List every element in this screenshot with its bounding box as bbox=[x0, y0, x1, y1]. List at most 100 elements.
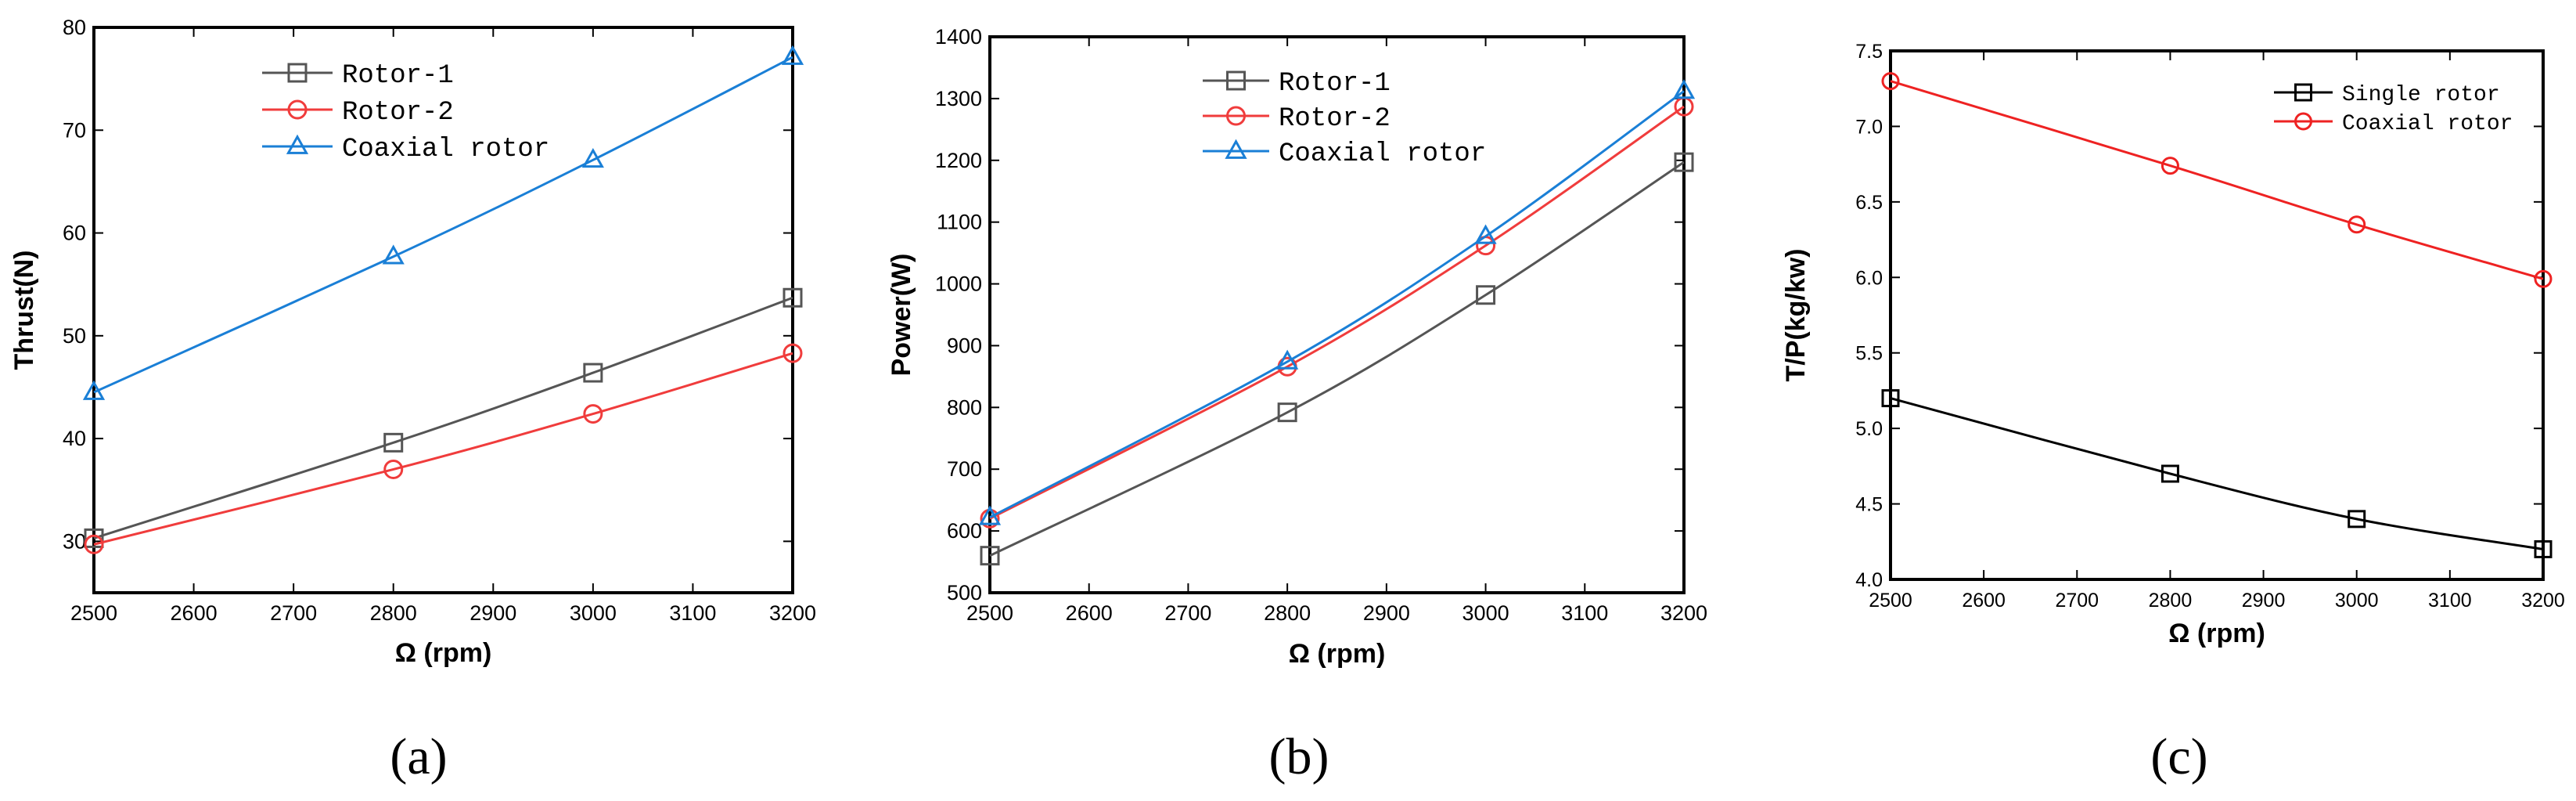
chart-c-data-point bbox=[2534, 269, 2553, 288]
chart-b-data-point bbox=[1672, 79, 1696, 99]
chart-c-series-line bbox=[1890, 80, 2544, 280]
chart-a-ytick-label: 60 bbox=[63, 222, 86, 245]
chart-b-series-2 bbox=[978, 79, 1696, 525]
chart-c-ytick-label: 5.5 bbox=[1855, 343, 1883, 365]
chart-c-data-point bbox=[2160, 464, 2179, 483]
chart-a: 2500 2600 2700 2800 2900 3000 3100 3200 30 40 50 60… bbox=[9, 16, 816, 785]
chart-a-series-line bbox=[93, 296, 793, 539]
chart-b-ytick-label: 500 bbox=[947, 581, 982, 604]
chart-c-caption: (c) bbox=[2150, 728, 2207, 785]
chart-c-ytick-label: 6.0 bbox=[1855, 267, 1883, 289]
chart-a-ytick-label: 30 bbox=[63, 529, 86, 553]
chart-b-ytick-label: 1000 bbox=[935, 272, 982, 296]
chart-b-legend-marker bbox=[1226, 70, 1246, 91]
chart-b-series-line bbox=[989, 90, 1685, 519]
chart-b-xtick-label: 3200 bbox=[1660, 601, 1707, 625]
chart-c-xtick-label: 3000 bbox=[2335, 590, 2379, 612]
chart-a-xtick-label: 2700 bbox=[270, 601, 317, 625]
chart-c-data-point bbox=[2534, 539, 2553, 558]
chart-a-legend-marker bbox=[287, 63, 308, 83]
chart-a-y-axis-label: Thrust(N) bbox=[9, 251, 39, 370]
chart-c-ytick-label: 5.0 bbox=[1855, 418, 1883, 440]
chart-a-legend-marker bbox=[286, 134, 309, 154]
chart-c-xtick-label: 2700 bbox=[2055, 590, 2099, 612]
chart-c-legend-marker bbox=[2294, 112, 2312, 131]
chart-b-ytick-label: 1200 bbox=[935, 149, 982, 172]
chart-a-ytick-label: 40 bbox=[63, 427, 86, 450]
chart-c-ytick-label: 4.5 bbox=[1855, 494, 1883, 516]
chart-c-series-line bbox=[1890, 397, 2544, 550]
chart-b-data-point bbox=[980, 546, 1000, 566]
chart-c-ytick-label: 7.0 bbox=[1855, 116, 1883, 138]
chart-a-legend: Rotor-1 Rotor-2 Coaxial rotor bbox=[262, 61, 549, 164]
chart-a-data-point bbox=[84, 528, 104, 548]
chart-b-data-point bbox=[1277, 402, 1297, 423]
chart-a-series-line bbox=[93, 352, 793, 546]
chart-b-ytick-label: 900 bbox=[947, 334, 982, 357]
chart-a-xtick-label: 3000 bbox=[570, 601, 617, 625]
chart-c-xtick-label: 2600 bbox=[1962, 590, 2006, 612]
chart-b-legend-label: Rotor-1 bbox=[1279, 69, 1391, 99]
chart-c-legend-label: Coaxial rotor bbox=[2342, 112, 2513, 136]
chart-b-xtick-label: 3000 bbox=[1462, 601, 1509, 625]
chart-c-xtick-label: 2500 bbox=[1869, 590, 1912, 612]
chart-a-data-point bbox=[783, 343, 803, 363]
chart-c-series-0 bbox=[1881, 389, 2553, 558]
chart-a-x-axis-label: Ω (rpm) bbox=[395, 638, 492, 668]
chart-b-data-point bbox=[1476, 285, 1496, 305]
chart-b-caption: (b) bbox=[1269, 728, 1329, 785]
chart-a-data-point bbox=[383, 459, 404, 479]
chart-a-data-point bbox=[583, 404, 603, 424]
chart-a-ytick-label: 80 bbox=[63, 16, 86, 39]
chart-c-data-point bbox=[1881, 389, 1900, 408]
chart-c-ytick-label: 6.5 bbox=[1855, 192, 1883, 214]
chart-b-xtick-label: 2700 bbox=[1164, 601, 1211, 625]
chart-c-data-point bbox=[2160, 157, 2179, 175]
chart-b-data-point bbox=[978, 505, 1002, 525]
chart-b-xtick-label: 2600 bbox=[1066, 601, 1113, 625]
chart-b-ytick-label: 1400 bbox=[935, 25, 982, 49]
chart-b-y-axis-label: Power(W) bbox=[887, 254, 916, 377]
chart-b: 2500 2600 2700 2800 2900 3000 3100 3200 500 600 70… bbox=[887, 25, 1707, 785]
chart-a-data-point bbox=[583, 363, 603, 383]
chart-c-legend-marker bbox=[2294, 83, 2312, 102]
chart-b-legend: Rotor-1 Rotor-2 Coaxial rotor bbox=[1203, 69, 1486, 169]
chart-a-series-line bbox=[93, 56, 793, 394]
chart-a-ytick-label: 50 bbox=[63, 324, 86, 348]
chart-a-data-point bbox=[783, 287, 803, 308]
chart-c-data-point bbox=[1881, 72, 1900, 91]
chart-a-xtick-label: 2800 bbox=[370, 601, 417, 625]
chart-c-x-axis-label: Ω (rpm) bbox=[2168, 619, 2265, 648]
chart-b-legend-label: Coaxial rotor bbox=[1279, 139, 1486, 169]
chart-a-data-point bbox=[781, 45, 804, 65]
chart-a-legend-label: Rotor-1 bbox=[342, 61, 454, 91]
chart-a-series-0 bbox=[84, 287, 803, 548]
chart-a-xtick-label: 2900 bbox=[470, 601, 516, 625]
chart-a-legend-label: Rotor-2 bbox=[342, 98, 454, 128]
chart-c-xtick-label: 2900 bbox=[2242, 590, 2286, 612]
chart-b-xtick-label: 2800 bbox=[1264, 601, 1311, 625]
chart-c-xtick-label: 2800 bbox=[2149, 590, 2193, 612]
chart-b-legend-marker bbox=[1226, 106, 1246, 126]
chart-b-ytick-label: 800 bbox=[947, 395, 982, 419]
chart-a-xtick-label: 3200 bbox=[769, 601, 816, 625]
chart-a-data-point bbox=[84, 534, 104, 554]
chart-a-frame bbox=[92, 26, 794, 594]
chart-c-y-axis-label: T/P(kg/kw) bbox=[1781, 248, 1811, 381]
chart-a-data-point bbox=[581, 147, 604, 168]
chart-c-data-point bbox=[2348, 510, 2366, 529]
chart-b-xtick-label: 2500 bbox=[966, 601, 1013, 625]
chart-c-frame bbox=[1889, 49, 2545, 581]
chart-a-xtick-label: 2500 bbox=[70, 601, 117, 625]
chart-a-data-point bbox=[82, 380, 106, 400]
chart-b-x-axis-label: Ω (rpm) bbox=[1289, 639, 1386, 669]
chart-b-series-line bbox=[989, 161, 1685, 557]
chart-a-data-point bbox=[382, 244, 405, 265]
chart-a-series-1 bbox=[84, 343, 803, 554]
chart-c: 2500 2600 2700 2800 2900 3000 3100 3200 4.0 4.5 5.… bbox=[1781, 41, 2565, 785]
chart-b-data-point bbox=[1276, 349, 1299, 370]
chart-a-series-2 bbox=[82, 45, 804, 400]
chart-a-legend-marker bbox=[287, 99, 308, 120]
chart-b-series-line bbox=[989, 105, 1685, 520]
chart-b-series-0 bbox=[980, 152, 1694, 566]
